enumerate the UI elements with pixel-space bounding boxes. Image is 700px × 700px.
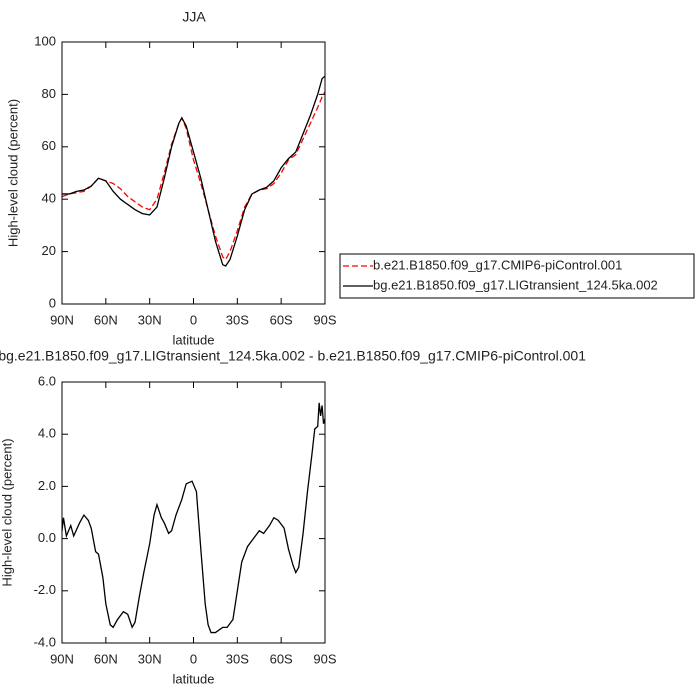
x-axis-label: latitude <box>173 671 215 686</box>
x-tick-label: 30S <box>226 651 249 666</box>
x-tick-label: 90N <box>50 651 74 666</box>
y-tick-label: 20 <box>42 243 56 258</box>
x-tick-label: 30N <box>138 651 162 666</box>
plot-frame <box>61 381 326 644</box>
y-tick-label: 100 <box>34 33 56 48</box>
x-tick-label: 90N <box>50 312 74 327</box>
x-tick-label: 0 <box>190 312 197 327</box>
y-tick-label: 4.0 <box>38 426 56 441</box>
x-tick-label: 90S <box>313 312 336 327</box>
plot-frame <box>61 41 326 305</box>
data-line <box>61 91 326 261</box>
legend-label: bg.e21.B1850.f09_g17.LIGtransient_124.5k… <box>373 277 658 292</box>
y-tick-label: -2.0 <box>34 582 56 597</box>
y-axis-label: High-level cloud (percent) <box>5 99 20 247</box>
x-tick-label: 60S <box>270 651 293 666</box>
x-tick-label: 60S <box>270 312 293 327</box>
legend-box <box>339 253 695 299</box>
y-tick-label: 6.0 <box>38 373 56 388</box>
x-tick-label: 60N <box>94 312 118 327</box>
x-axis-label: latitude <box>173 332 215 347</box>
y-tick-label: 60 <box>42 138 56 153</box>
chart-title: bg.e21.B1850.f09_g17.LIGtransient_124.5k… <box>0 348 586 364</box>
y-axis-label: High-level cloud (percent) <box>0 438 14 586</box>
x-tick-label: 90S <box>313 651 336 666</box>
data-line <box>61 402 326 634</box>
y-tick-label: 80 <box>42 86 56 101</box>
y-tick-label: 2.0 <box>38 478 56 493</box>
x-tick-label: 0 <box>190 651 197 666</box>
data-line <box>62 75 326 267</box>
x-tick-label: 30N <box>138 312 162 327</box>
y-tick-label: -4.0 <box>34 634 56 649</box>
legend-label: b.e21.B1850.f09_g17.CMIP6-piControl.001 <box>373 257 622 272</box>
y-tick-label: 0 <box>49 295 56 310</box>
y-tick-label: 40 <box>42 191 56 206</box>
chart-title: JJA <box>182 9 206 25</box>
y-tick-label: 0.0 <box>38 530 56 545</box>
x-tick-label: 30S <box>226 312 249 327</box>
x-tick-label: 60N <box>94 651 118 666</box>
